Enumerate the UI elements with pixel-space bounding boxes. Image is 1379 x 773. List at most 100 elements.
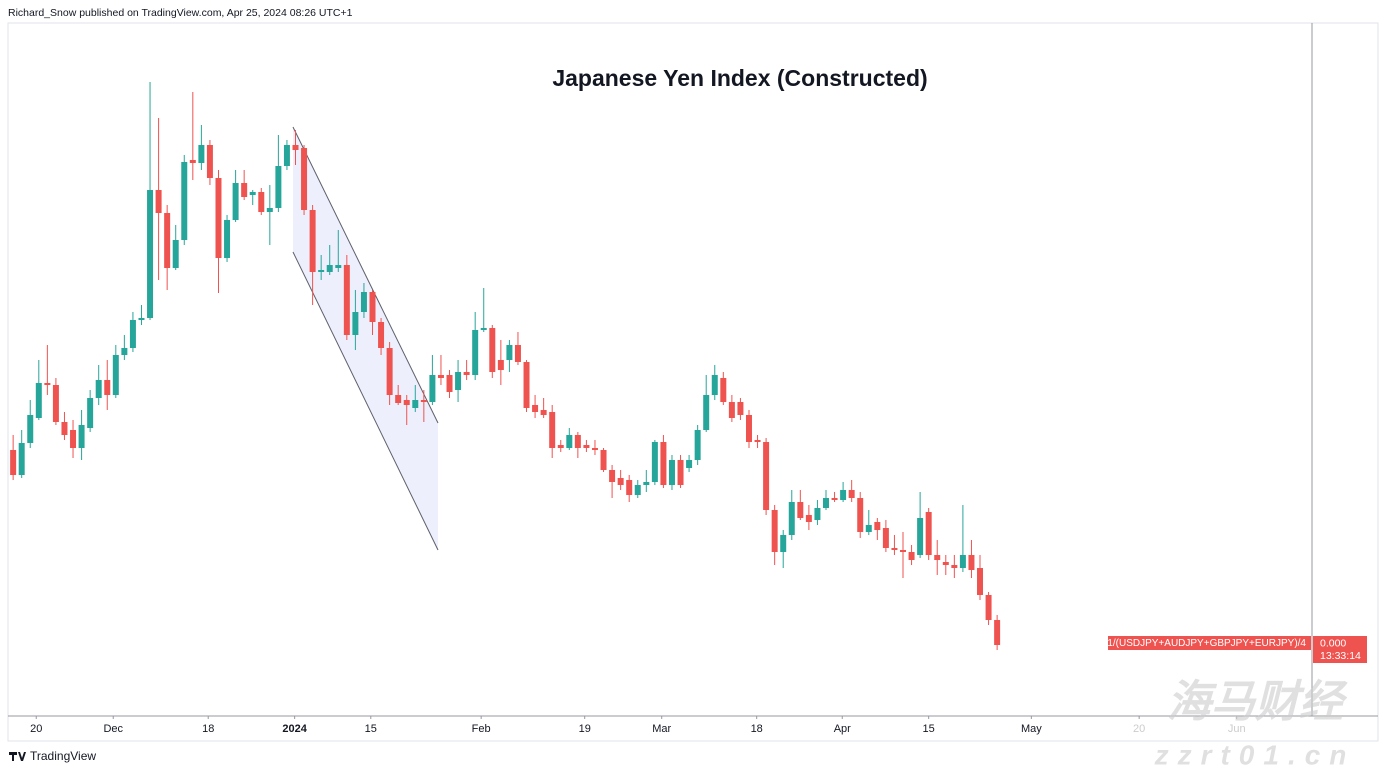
- candle-body: [52, 385, 59, 422]
- x-tick-label: 20: [30, 723, 42, 735]
- candle-body: [258, 192, 265, 212]
- candle-body: [900, 550, 906, 552]
- chart-title: Japanese Yen Index (Constructed): [552, 65, 927, 91]
- watermark-cn: 海马财经: [1167, 678, 1348, 727]
- candle-body: [241, 183, 248, 197]
- candle-body: [283, 145, 290, 166]
- candle-body: [480, 328, 487, 330]
- candle-body: [104, 380, 111, 395]
- candle-body: [994, 620, 1001, 645]
- candle-body: [831, 498, 838, 500]
- symbol-label: 1/(USDJPY+AUDJPY+GBPJPY+EURJPY)/4: [1107, 638, 1306, 649]
- candle-body: [249, 192, 256, 195]
- candle-body: [455, 372, 462, 390]
- candle-body: [95, 380, 102, 398]
- candle-body: [463, 372, 470, 375]
- candle-body: [660, 442, 667, 485]
- candle-body: [335, 265, 342, 268]
- candle-body: [745, 415, 752, 442]
- candle-body: [557, 445, 564, 448]
- candle-body: [523, 362, 530, 408]
- candle-body: [840, 490, 847, 500]
- candle-body: [318, 270, 325, 272]
- candle-body: [583, 445, 590, 448]
- logo-icon: [9, 752, 26, 761]
- candle-body: [412, 400, 419, 408]
- candle-body: [805, 515, 812, 522]
- candle-body: [369, 292, 376, 322]
- candle-body: [70, 430, 77, 448]
- candle-body: [489, 328, 496, 372]
- candle-body: [121, 348, 128, 355]
- x-tick-label: Jun: [1228, 723, 1246, 735]
- candle-body: [472, 330, 479, 375]
- price-label: 0.000: [1320, 637, 1346, 649]
- candle-body: [780, 535, 787, 552]
- candle-body: [360, 292, 367, 312]
- candle-body: [968, 555, 975, 570]
- candle-body: [549, 412, 556, 448]
- candle-body: [181, 162, 188, 240]
- frame: [7, 22, 1379, 742]
- candle-body: [18, 443, 25, 475]
- candle-body: [206, 145, 213, 178]
- candle-body: [848, 490, 855, 498]
- candle-body: [129, 320, 136, 348]
- candle-body: [292, 145, 299, 150]
- price-label-box: [1313, 636, 1367, 663]
- x-tick-label: 15: [923, 723, 935, 735]
- candle-body: [574, 435, 581, 448]
- candle-body: [711, 375, 718, 395]
- candle-body: [626, 480, 633, 495]
- x-tick-label: 20: [1133, 723, 1145, 735]
- candle-body: [763, 442, 770, 510]
- candle-body: [35, 383, 42, 418]
- candle-body: [198, 145, 205, 163]
- candle-body: [429, 375, 436, 402]
- candle-body: [326, 265, 333, 272]
- candle-body: [506, 345, 513, 360]
- candle-body: [138, 318, 145, 320]
- candle-body: [882, 528, 889, 548]
- symbol-label-box: [1108, 636, 1311, 650]
- candle-body: [814, 508, 821, 520]
- candle-body: [925, 512, 932, 555]
- candle-body: [857, 498, 864, 532]
- x-tick-label: Apr: [834, 723, 851, 735]
- candle-body: [942, 562, 949, 565]
- candle-body: [934, 555, 941, 560]
- candle-body: [301, 148, 308, 210]
- x-tick-label: Feb: [472, 723, 491, 735]
- candle-body: [609, 470, 616, 482]
- candle-body: [985, 595, 992, 620]
- candle-body: [823, 498, 829, 508]
- candle-body: [232, 183, 239, 220]
- candle-body: [87, 398, 94, 428]
- x-tick-label: May: [1021, 723, 1042, 735]
- channel-fill: [293, 127, 438, 550]
- candle-body: [395, 395, 402, 403]
- candle-body: [112, 355, 119, 395]
- candle-body: [10, 450, 17, 475]
- candle-body: [737, 402, 744, 415]
- watermark-site: zzrt01.cn: [1154, 739, 1356, 770]
- candle-body: [720, 378, 727, 402]
- candle-body: [977, 568, 984, 595]
- candle-body: [908, 552, 915, 560]
- candle-body: [446, 375, 453, 392]
- candle-body: [386, 348, 393, 395]
- channel-top: [292, 126, 439, 424]
- candle-body: [437, 375, 444, 378]
- byline: Richard_Snow published on TradingView.co…: [8, 7, 353, 19]
- x-tick-label: 2024: [282, 723, 307, 735]
- x-tick-label: 19: [579, 723, 591, 735]
- candle-body: [634, 485, 641, 495]
- candle-body: [600, 450, 607, 470]
- candle-body: [215, 178, 222, 258]
- x-tick-label: 15: [365, 723, 377, 735]
- candle-body: [514, 345, 521, 362]
- candle-body: [403, 400, 410, 405]
- candle-body: [164, 213, 171, 268]
